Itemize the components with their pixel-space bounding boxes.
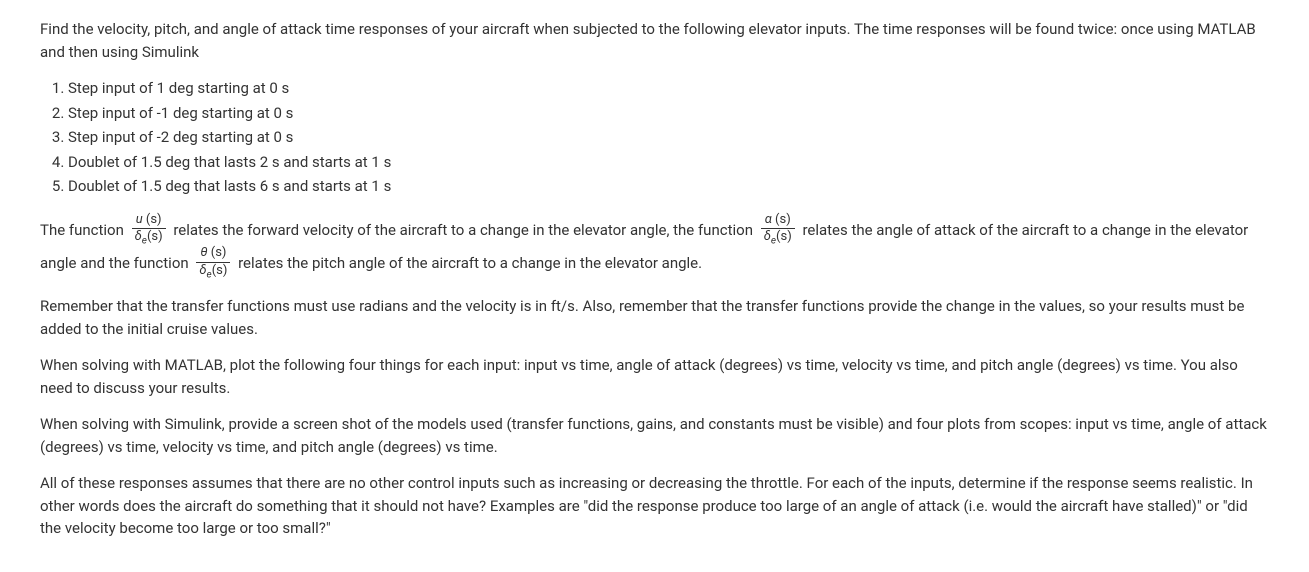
fraction-denominator: δe(s) <box>132 229 166 247</box>
fraction-denominator: δe(s) <box>196 263 230 281</box>
tf-text: The function <box>40 220 128 238</box>
list-item: Doublet of 1.5 deg that lasts 6 s and st… <box>68 175 1269 198</box>
intro-paragraph: Find the velocity, pitch, and angle of a… <box>40 18 1269 63</box>
list-item: Step input of 1 deg starting at 0 s <box>68 77 1269 100</box>
fraction-numerator: u (s) <box>132 213 166 229</box>
fraction-alpha-over-delta: α (s)δe(s) <box>761 213 795 247</box>
tf-text: relates the forward velocity of the airc… <box>170 220 757 238</box>
list-item: Doublet of 1.5 deg that lasts 2 s and st… <box>68 151 1269 174</box>
realistic-paragraph: All of these responses assumes that ther… <box>40 472 1269 540</box>
fraction-numerator: α (s) <box>761 213 795 229</box>
input-list: Step input of 1 deg starting at 0 s Step… <box>68 77 1269 198</box>
fraction-denominator: δe(s) <box>761 229 795 247</box>
tf-text: relates the pitch angle of the aircraft … <box>234 254 702 272</box>
list-item: Step input of -1 deg starting at 0 s <box>68 102 1269 125</box>
list-item: Step input of -2 deg starting at 0 s <box>68 126 1269 149</box>
remember-paragraph: Remember that the transfer functions mus… <box>40 295 1269 340</box>
fraction-u-over-delta: u (s)δe(s) <box>132 213 166 247</box>
fraction-numerator: θ (s) <box>196 246 230 262</box>
fraction-theta-over-delta: θ (s)δe(s) <box>196 246 230 280</box>
matlab-paragraph: When solving with MATLAB, plot the follo… <box>40 354 1269 399</box>
simulink-paragraph: When solving with Simulink, provide a sc… <box>40 413 1269 458</box>
transfer-function-paragraph: The function u (s)δe(s) relates the forw… <box>40 214 1269 282</box>
